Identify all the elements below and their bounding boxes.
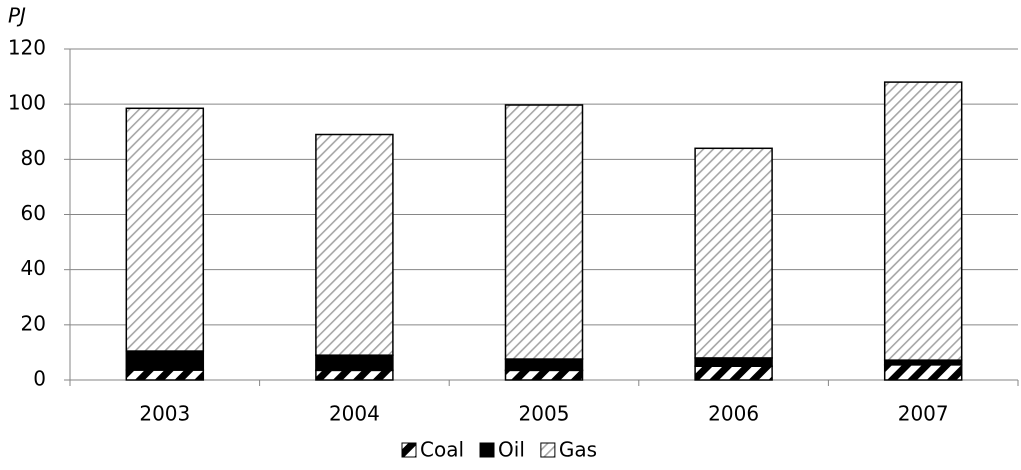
bar-segment — [694, 147, 773, 359]
x-tick-label: 2003 — [139, 402, 190, 426]
x-tick-label: 2007 — [898, 402, 949, 426]
bar-segment — [504, 358, 584, 372]
y-tick-label: 0 — [33, 367, 46, 391]
y-tick-label: 40 — [21, 256, 46, 280]
y-tick-label: 60 — [21, 201, 46, 225]
x-tick-label: 2004 — [329, 402, 380, 426]
bar-segment — [883, 364, 963, 381]
y-tick-label: 80 — [21, 146, 46, 170]
y-tick-label: 20 — [21, 311, 46, 335]
legend-swatch — [540, 442, 556, 458]
legend-swatch — [401, 442, 417, 458]
legend-label: Gas — [559, 438, 597, 462]
legend: Coal Oil Gas — [401, 438, 597, 462]
bar-segment — [125, 107, 205, 352]
bar-segment — [315, 354, 394, 372]
legend-label: Oil — [498, 438, 525, 462]
bar-segment — [694, 365, 773, 381]
bar-segment — [504, 369, 584, 381]
bar-segment — [694, 357, 773, 367]
y-tick-label: 100 — [8, 91, 46, 115]
bar-segment — [125, 350, 205, 371]
legend-label: Coal — [420, 438, 464, 462]
bar-segment — [315, 133, 394, 356]
x-tick-label: 2005 — [519, 402, 570, 426]
bar-segment — [315, 369, 394, 381]
bar-segment — [125, 369, 205, 381]
y-axis-label: PJ — [8, 4, 26, 28]
legend-swatch — [479, 442, 495, 458]
bar-segment — [504, 104, 584, 360]
y-tick-label: 120 — [8, 36, 46, 60]
x-tick-label: 2006 — [708, 402, 759, 426]
bar-segment — [883, 81, 963, 361]
